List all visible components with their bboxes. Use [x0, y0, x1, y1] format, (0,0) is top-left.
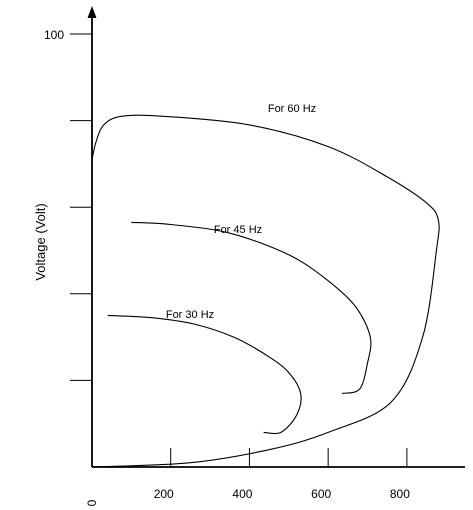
curve-for-60-hz — [91, 114, 440, 468]
axes — [87, 6, 465, 468]
x-tick-label-1: 200 — [154, 487, 174, 501]
curve-label-for-45-hz: For 45 Hz — [214, 224, 262, 236]
y-axis-arrow — [87, 6, 97, 18]
y-axis-title: Voltage (Volt) — [33, 203, 48, 280]
curve-label-for-60-hz: For 60 Hz — [268, 103, 316, 115]
curve-for-30-hz — [107, 314, 302, 435]
tick-group: 100 0 200 400 600 800 — [44, 28, 410, 506]
y-tick-label-4: 100 — [44, 28, 64, 42]
curve-label-for-30-hz: For 30 Hz — [166, 309, 214, 321]
curve-group — [91, 114, 440, 468]
curve-for-45-hz — [131, 221, 372, 394]
curve-label-group: For 60 Hz For 45 Hz For 30 Hz — [166, 103, 316, 321]
x-tick-label-3: 600 — [311, 487, 331, 501]
x-tick-label-4: 800 — [390, 487, 410, 501]
x-tick-label-2: 400 — [232, 487, 252, 501]
x-tick-label-0: 0 — [85, 499, 99, 506]
